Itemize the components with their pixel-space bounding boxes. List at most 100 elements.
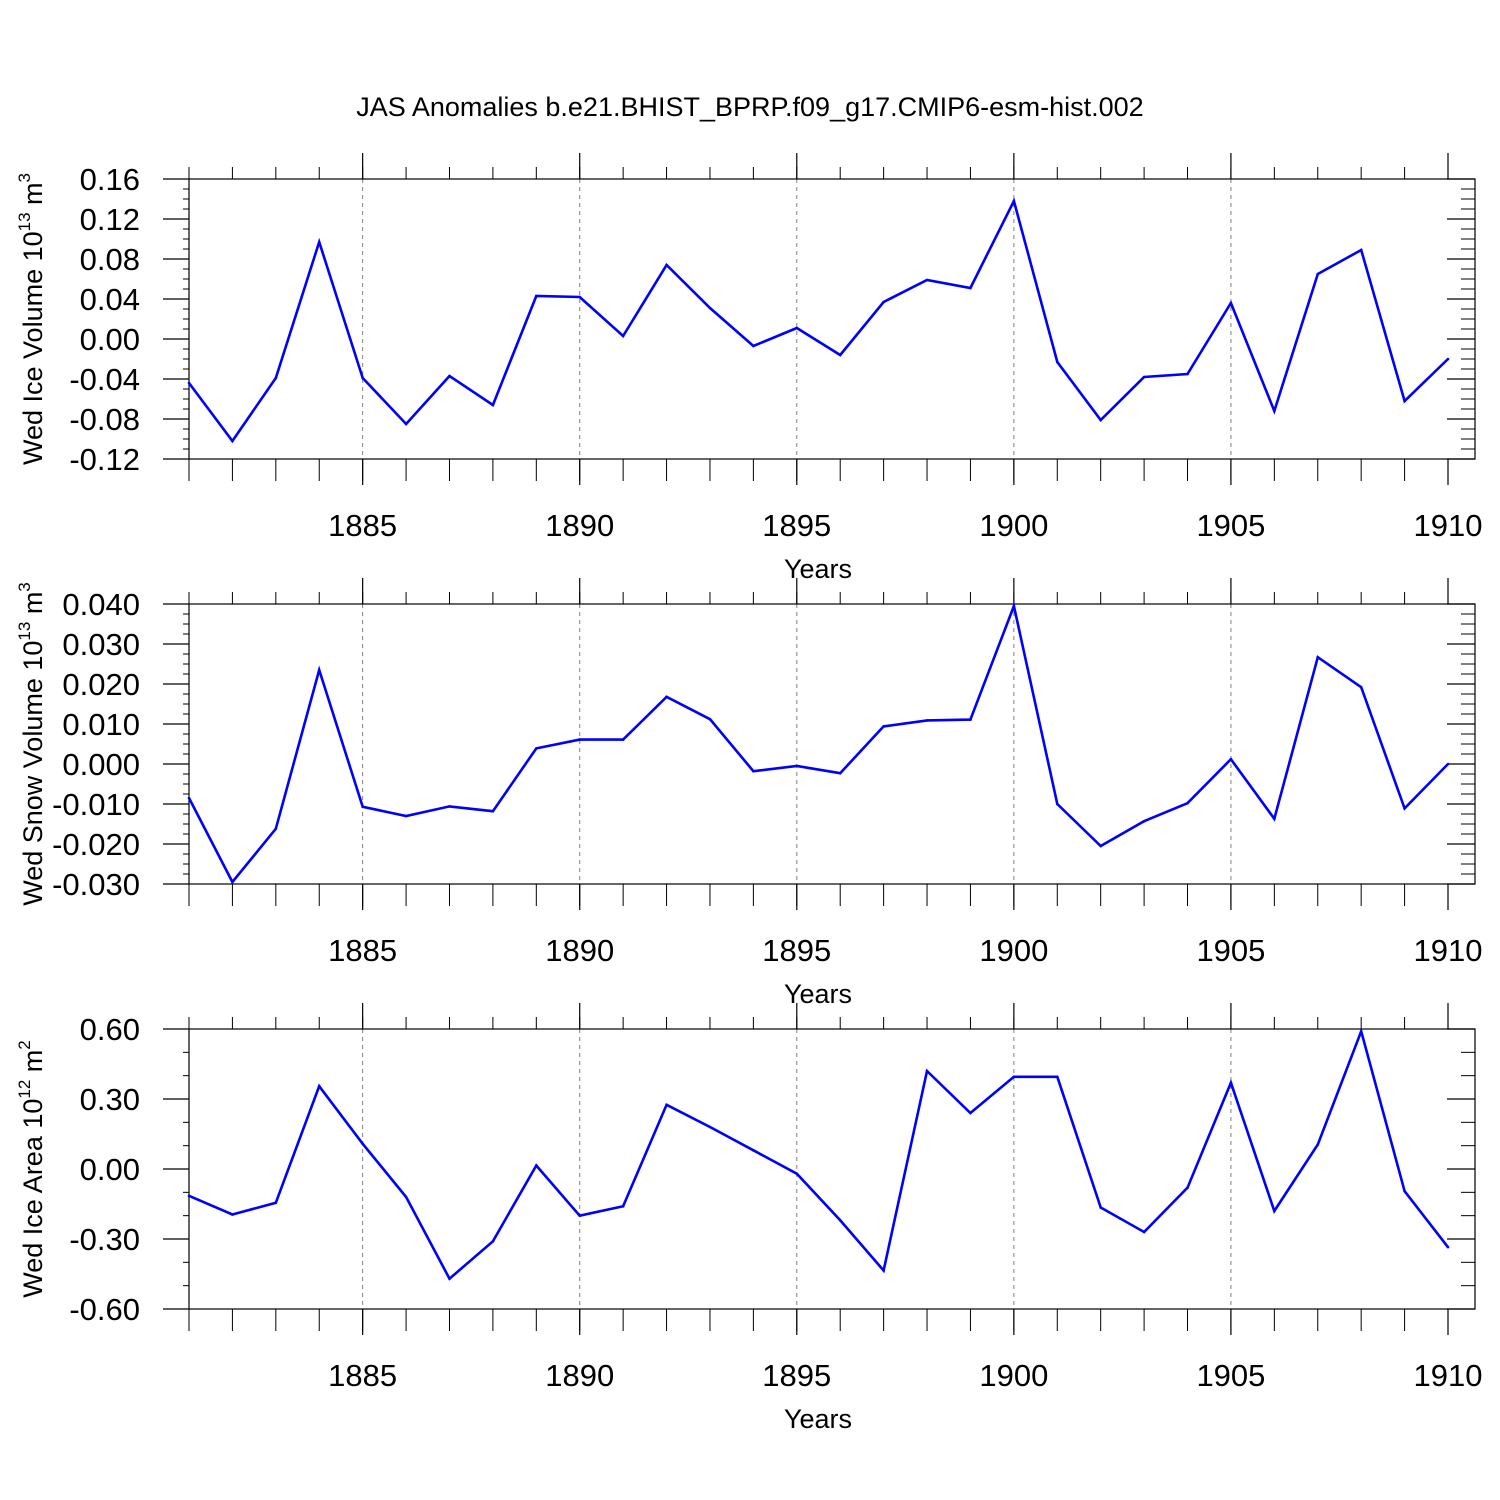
data-point-1892 bbox=[665, 695, 668, 699]
data-point-1905 bbox=[1229, 301, 1233, 305]
data-point-1906 bbox=[1273, 817, 1276, 821]
data-point-1881 bbox=[187, 381, 191, 385]
data-point-1887 bbox=[448, 805, 451, 808]
data-point-1895 bbox=[795, 1172, 799, 1175]
series-line bbox=[188, 1027, 1450, 1281]
data-point-1884 bbox=[317, 1084, 321, 1088]
data-point-1885 bbox=[361, 1142, 364, 1146]
data-point-1909 bbox=[1403, 1189, 1406, 1193]
data-point-1882 bbox=[231, 439, 234, 443]
data-point-1897 bbox=[882, 1269, 885, 1272]
data-point-1908 bbox=[1359, 248, 1363, 252]
x-tick-label: 1900 bbox=[979, 1358, 1048, 1393]
data-point-1898 bbox=[925, 719, 929, 722]
y-axis-title-text: m bbox=[18, 182, 48, 212]
data-point-1908 bbox=[1359, 1030, 1363, 1033]
y-axis-title-superscript: 3 bbox=[15, 173, 34, 182]
y-axis-title-superscript: 2 bbox=[15, 1040, 34, 1049]
data-point-1883 bbox=[274, 1201, 278, 1205]
data-point-1909 bbox=[1403, 807, 1406, 810]
data-point-1893 bbox=[708, 717, 712, 721]
data-point-1894 bbox=[752, 769, 755, 773]
x-tick-label: 1895 bbox=[762, 1358, 831, 1393]
y-axis-title-text: m bbox=[18, 592, 48, 622]
data-point-1903 bbox=[1142, 1230, 1146, 1234]
data-point-1892 bbox=[665, 1103, 668, 1107]
y-axis-title-superscript: 13 bbox=[15, 622, 34, 641]
y-axis-title: Wed Ice Area 1012 m2 bbox=[15, 1040, 48, 1298]
data-point-1895 bbox=[795, 326, 799, 330]
data-point-1891 bbox=[621, 1205, 625, 1208]
data-point-1906 bbox=[1273, 1209, 1276, 1213]
data-point-1896 bbox=[838, 1219, 842, 1222]
y-tick-label: -0.04 bbox=[69, 362, 140, 397]
x-axis-title: Years bbox=[784, 554, 852, 584]
y-axis-title: Wed Ice Volume 1013 m3 bbox=[15, 173, 48, 465]
data-point-1893 bbox=[708, 306, 712, 310]
y-tick-label: -0.010 bbox=[52, 787, 140, 822]
data-point-1902 bbox=[1099, 1206, 1102, 1209]
data-point-1903 bbox=[1142, 375, 1146, 379]
data-point-1907 bbox=[1316, 272, 1320, 276]
y-tick-label: -0.030 bbox=[52, 867, 140, 902]
data-point-1899 bbox=[969, 1111, 972, 1115]
x-tick-label: 1910 bbox=[1414, 1358, 1483, 1393]
data-point-1892 bbox=[665, 263, 668, 267]
data-point-1901 bbox=[1055, 360, 1059, 364]
data-point-1907 bbox=[1316, 1143, 1320, 1146]
data-point-1900 bbox=[1012, 1075, 1016, 1079]
y-tick-label: 0.00 bbox=[80, 1152, 140, 1187]
data-point-1891 bbox=[621, 334, 625, 338]
x-tick-label: 1910 bbox=[1414, 508, 1483, 543]
x-tick-label: 1890 bbox=[545, 508, 614, 543]
data-point-1889 bbox=[535, 294, 538, 298]
data-point-1888 bbox=[491, 809, 495, 813]
y-axis-title-text: Wed Ice Volume 10 bbox=[18, 231, 48, 465]
x-tick-label: 1885 bbox=[328, 933, 397, 968]
data-point-1883 bbox=[274, 376, 278, 380]
y-tick-label: -0.08 bbox=[69, 402, 140, 437]
data-point-1890 bbox=[578, 1214, 582, 1217]
data-point-1900 bbox=[1012, 604, 1016, 608]
data-point-1901 bbox=[1055, 1075, 1059, 1079]
data-point-1899 bbox=[969, 718, 972, 721]
data-point-1910 bbox=[1446, 1245, 1450, 1249]
x-tick-label: 1905 bbox=[1196, 933, 1265, 968]
x-tick-label: 1905 bbox=[1196, 508, 1265, 543]
panel-2: -0.030 -0.020 -0.010 0.000 0.010 0.020 0.030 0.… bbox=[15, 578, 1482, 1009]
data-point-1908 bbox=[1359, 685, 1363, 689]
data-point-1899 bbox=[969, 286, 972, 290]
y-tick-label: 0.12 bbox=[80, 202, 140, 237]
data-point-1903 bbox=[1142, 819, 1146, 823]
data-point-1882 bbox=[231, 880, 234, 884]
data-point-1884 bbox=[317, 240, 321, 244]
panel-3: -0.60 -0.30 0.00 0.30 0.60 1885 1890 1895 1900 19… bbox=[15, 1003, 1482, 1434]
data-point-1889 bbox=[535, 747, 538, 750]
y-tick-label: 0.60 bbox=[80, 1012, 140, 1047]
data-point-1897 bbox=[882, 300, 885, 304]
data-point-1910 bbox=[1446, 357, 1450, 361]
data-point-1881 bbox=[187, 796, 191, 800]
data-point-1888 bbox=[491, 403, 495, 407]
x-tick-label: 1910 bbox=[1414, 933, 1483, 968]
y-axis-title-text: Wed Snow Volume 10 bbox=[18, 641, 48, 906]
series-line bbox=[187, 601, 1449, 885]
panel-1: -0.12 -0.08 -0.04 0.00 0.04 0.08 0.12 0.16 1885 1… bbox=[15, 153, 1482, 584]
data-point-1896 bbox=[838, 353, 842, 357]
y-tick-label: 0.04 bbox=[80, 282, 140, 317]
data-point-1904 bbox=[1186, 1186, 1189, 1189]
data-point-1904 bbox=[1186, 372, 1189, 376]
data-point-1909 bbox=[1403, 399, 1406, 403]
x-tick-label: 1895 bbox=[762, 933, 831, 968]
data-point-1885 bbox=[361, 805, 364, 809]
y-axis-title-superscript: 13 bbox=[15, 212, 34, 231]
x-tick-label: 1900 bbox=[979, 933, 1048, 968]
data-point-1904 bbox=[1186, 801, 1189, 805]
y-tick-label: 0.030 bbox=[62, 627, 140, 662]
x-tick-label: 1900 bbox=[979, 508, 1048, 543]
y-tick-label: -0.12 bbox=[69, 442, 140, 477]
y-axis-title-text: m bbox=[18, 1050, 48, 1080]
y-tick-label: -0.30 bbox=[69, 1222, 140, 1257]
y-tick-label: 0.020 bbox=[62, 667, 140, 702]
